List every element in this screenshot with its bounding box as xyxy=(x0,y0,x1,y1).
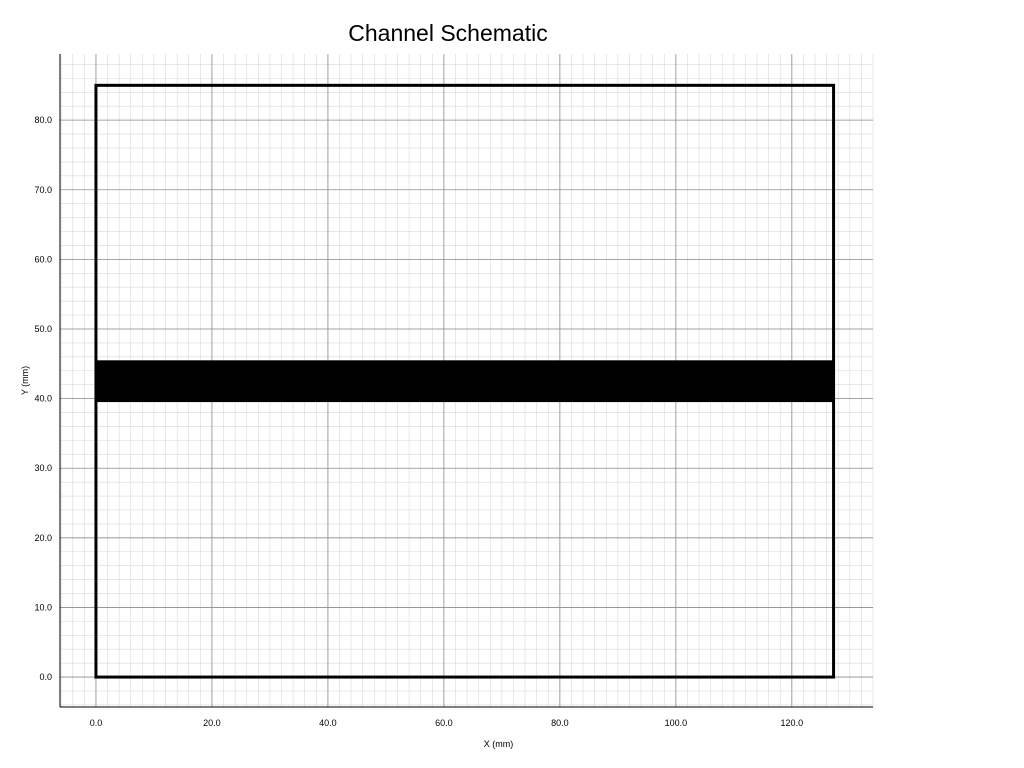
y-tick-label: 70.0 xyxy=(34,185,52,195)
y-tick-label: 10.0 xyxy=(34,602,52,612)
y-tick-label: 30.0 xyxy=(34,463,52,473)
chart-title: Channel Schematic xyxy=(348,20,548,46)
x-tick-label: 60.0 xyxy=(435,718,453,728)
x-tick-label: 40.0 xyxy=(319,718,337,728)
x-tick-label: 0.0 xyxy=(90,718,103,728)
chart-marks xyxy=(94,83,836,679)
y-tick-labels: 0.0 10.0 20.0 30.0 40.0 50.0 60.0 70.0 80.0 xyxy=(34,115,52,682)
y-tick-label: 20.0 xyxy=(34,533,52,543)
y-tick-label: 50.0 xyxy=(34,324,52,334)
channel-band xyxy=(95,360,834,403)
y-tick-label: 60.0 xyxy=(34,254,52,264)
axes xyxy=(59,54,873,708)
x-tick-label: 120.0 xyxy=(781,718,804,728)
x-tick-labels: 0.0 20.0 40.0 60.0 80.0 100.0 120.0 xyxy=(90,718,803,728)
x-tick-label: 80.0 xyxy=(551,718,569,728)
x-tick-label: 100.0 xyxy=(665,718,688,728)
y-tick-label: 40.0 xyxy=(34,394,52,404)
y-axis-label: Y (mm) xyxy=(20,366,30,395)
y-tick-label: 80.0 xyxy=(34,115,52,125)
x-axis-label: X (mm) xyxy=(484,739,514,749)
x-tick-label: 20.0 xyxy=(203,718,221,728)
y-tick-label: 0.0 xyxy=(39,672,52,682)
